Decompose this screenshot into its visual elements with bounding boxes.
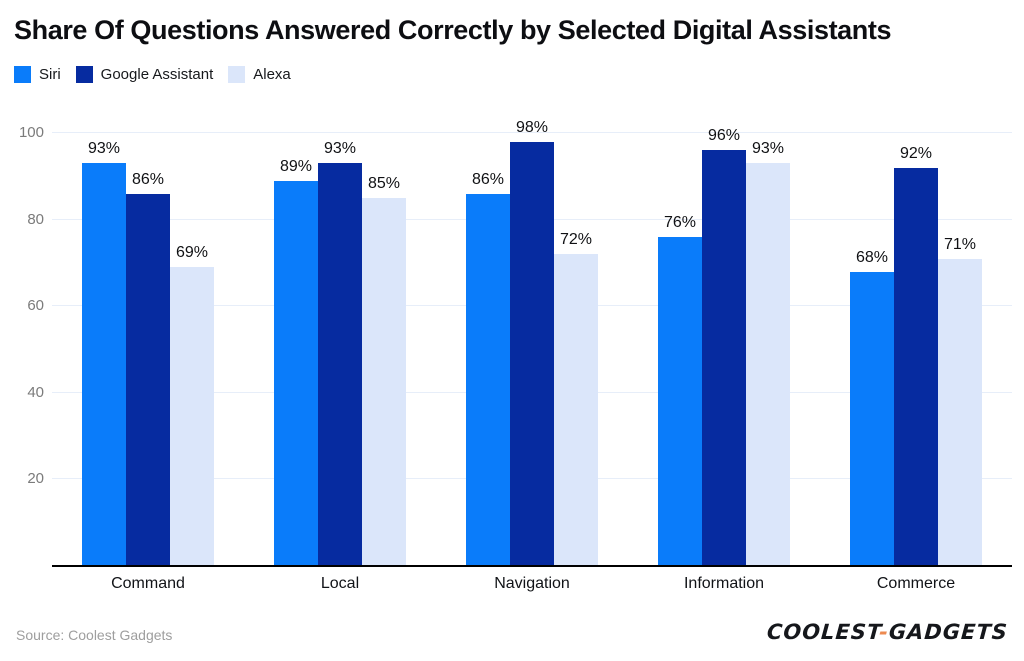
bar-wrap: 93%	[746, 140, 790, 566]
bar-alexa	[362, 197, 406, 566]
y-tick-label: 100	[18, 124, 44, 141]
x-tick-label: Local	[320, 575, 360, 592]
bar-alexa	[170, 267, 214, 566]
bar-group-navigation: 86% 98% 72%	[436, 119, 628, 566]
legend-item-google-assistant: Google Assistant	[75, 66, 214, 83]
bar-group-information: 76% 96% 93%	[628, 127, 820, 566]
logo-text-gadgets: GADGETS	[888, 620, 1009, 644]
legend-item-siri: Siri	[14, 66, 61, 83]
bar-siri	[466, 193, 510, 566]
legend-swatch	[75, 66, 93, 83]
bar-value-label: 96%	[707, 127, 741, 145]
bar-wrap: 93%	[318, 140, 362, 566]
legend-swatch	[14, 66, 31, 83]
bar-wrap: 76%	[658, 214, 702, 566]
x-tick-label: Navigation	[494, 575, 570, 592]
x-tick-label: Information	[683, 575, 765, 592]
bar-google-assistant	[894, 167, 938, 566]
bar-siri	[274, 180, 318, 566]
x-axis-labels: Command Local Navigation Information Commerc…	[52, 570, 1012, 593]
bar-wrap: 92%	[894, 145, 938, 566]
x-tick-label: Command	[111, 575, 185, 592]
bar-value-label: 92%	[899, 144, 933, 162]
bar-value-label: 93%	[87, 140, 121, 158]
coolest-gadgets-logo: COOLEST-GADGETS	[766, 620, 1009, 644]
bar-google-assistant	[126, 193, 170, 566]
y-tick-label: 60	[27, 297, 44, 315]
bar-wrap: 96%	[702, 127, 746, 566]
bar-group-commerce: 68% 92% 71%	[820, 133, 1012, 566]
chart-title: Share Of Questions Answered Correctly by…	[14, 15, 892, 45]
bar-alexa	[938, 258, 982, 566]
bar-wrap: 71%	[938, 236, 982, 566]
plot-area: 93% 86% 69% 89% 93% 85% 86% 98% 72% 76% 96% 93% 68% 9…	[52, 119, 1012, 567]
bar-group-local: 89% 93% 85%	[244, 133, 436, 566]
bar-wrap: 69%	[170, 244, 214, 566]
bar-wrap: 85%	[362, 175, 406, 566]
bar-wrap: 86%	[126, 171, 170, 566]
x-tick-label: Commerce	[876, 575, 956, 592]
y-tick-label: 80	[27, 210, 44, 228]
bar-siri	[850, 271, 894, 566]
bar-alexa	[746, 163, 790, 566]
bar-value-label: 98%	[515, 118, 549, 136]
bar-siri	[82, 163, 126, 566]
bar-google-assistant	[702, 150, 746, 566]
bar-siri	[658, 236, 702, 566]
bar-alexa	[554, 254, 598, 566]
legend-item-alexa: Alexa	[228, 66, 291, 83]
x-axis-line	[52, 565, 1012, 567]
bar-value-label: 86%	[131, 170, 165, 188]
bar-group-command: 93% 86% 69%	[52, 133, 244, 566]
bar-value-label: 76%	[663, 213, 697, 231]
bar-value-label: 93%	[323, 140, 357, 158]
bar-wrap: 86%	[466, 171, 510, 566]
bar-groups: 93% 86% 69% 89% 93% 85% 86% 98% 72% 76% 96% 93% 68% 9…	[52, 119, 1012, 566]
legend-swatch	[228, 66, 246, 83]
logo-text-coolest: COOLEST	[766, 620, 881, 644]
bar-value-label: 72%	[559, 231, 593, 249]
bar-wrap: 68%	[850, 249, 894, 566]
gridline-100	[52, 132, 1012, 133]
bar-wrap: 89%	[274, 158, 318, 566]
bar-wrap: 98%	[510, 119, 554, 566]
bar-google-assistant	[510, 141, 554, 566]
legend-label: Alexa	[253, 66, 291, 83]
bar-value-label: 68%	[855, 248, 889, 266]
y-tick-label: 20	[27, 470, 44, 488]
bar-value-label: 86%	[471, 170, 505, 188]
bar-value-label: 89%	[279, 157, 313, 175]
bar-wrap: 72%	[554, 231, 598, 566]
y-tick-label: 40	[27, 383, 44, 401]
bar-value-label: 93%	[751, 140, 785, 158]
bar-value-label: 85%	[367, 174, 401, 192]
legend: Siri Google Assistant Alexa	[14, 66, 291, 83]
legend-label: Google Assistant	[100, 66, 214, 83]
bar-value-label: 69%	[175, 244, 209, 262]
source-text: Source: Coolest Gadgets	[16, 627, 173, 643]
bar-value-label: 71%	[943, 235, 977, 253]
bar-wrap: 93%	[82, 140, 126, 566]
bar-google-assistant	[318, 163, 362, 566]
bar-chart: 20 40 60 80 100 93% 86% 69% 89% 93% 85% 86% 98% 72% 7…	[18, 119, 1012, 593]
legend-label: Siri	[39, 66, 61, 83]
